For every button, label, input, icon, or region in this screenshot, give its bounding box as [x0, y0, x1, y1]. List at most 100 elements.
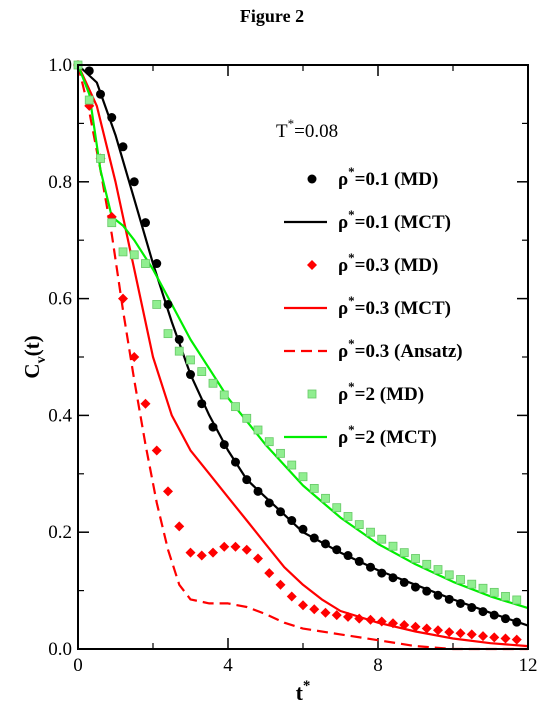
- series-6-point: [399, 548, 409, 558]
- legend-item-2-label-sup: *: [348, 207, 355, 222]
- series-6-point: [141, 259, 150, 268]
- series-1-point: [174, 334, 184, 344]
- series-3-point: [253, 553, 263, 564]
- series-3-point: [208, 547, 218, 558]
- legend-item-7-label-base: ρ: [338, 427, 348, 448]
- series-6-point: [276, 448, 285, 458]
- series-1-point: [208, 422, 218, 432]
- series-1-point: [456, 598, 465, 608]
- series-6-point: [489, 587, 499, 597]
- legend-item-7-label-sup: *: [348, 422, 355, 437]
- series-6-point: [152, 300, 162, 309]
- series-6-point: [253, 425, 263, 435]
- legend-item-3: ρ*=0.3 (MD): [307, 250, 438, 276]
- legend-item-3-label-sup: *: [348, 250, 355, 265]
- series-6-markers: [73, 60, 522, 605]
- series-3-point: [163, 486, 173, 497]
- x-tick-label: 12: [519, 655, 538, 676]
- series-6-point: [467, 579, 477, 589]
- series-3-point: [219, 541, 230, 552]
- legend-item-1-symbol: [307, 174, 317, 184]
- series-3-point: [174, 521, 185, 532]
- series-6-point: [354, 520, 364, 530]
- series-3-point: [354, 613, 365, 624]
- series-1-point: [366, 562, 375, 572]
- series-1-point: [107, 113, 117, 123]
- series-1-point: [309, 533, 319, 543]
- series-1-point: [231, 457, 240, 467]
- series-3-point: [388, 618, 398, 629]
- legend-item-6-symbol: [307, 389, 317, 399]
- series-3-point: [241, 544, 252, 555]
- series-1-point: [219, 440, 229, 450]
- series-3-point: [151, 445, 162, 456]
- series-6-point: [422, 559, 432, 569]
- series-6-point: [433, 565, 443, 574]
- series-3-point: [309, 604, 320, 615]
- legend-item-6-label-rest: =2 (MD): [355, 384, 424, 405]
- series-6-point: [96, 154, 105, 163]
- legend-item-3-label-base: ρ: [338, 255, 348, 276]
- series-6-point: [478, 583, 488, 593]
- series-3-point: [444, 627, 455, 638]
- series-6-point: [118, 247, 128, 257]
- series-1-point: [242, 475, 252, 485]
- y-axis-label-rest: (t): [20, 335, 44, 356]
- legend-item-2-label-base: ρ: [338, 212, 348, 233]
- series-6-point: [163, 329, 173, 339]
- legend-item-2: ρ*=0.1 (MCT): [284, 207, 451, 233]
- y-tick-label: 0.6: [48, 289, 72, 310]
- x-axis-label-sup: *: [303, 678, 311, 694]
- series-1-point: [276, 507, 285, 517]
- series-6-point: [186, 355, 195, 365]
- y-tick-label: 1.0: [48, 55, 72, 76]
- series-3-point: [511, 634, 522, 645]
- series-1-point: [399, 577, 409, 587]
- legend-item-1: ρ*=0.1 (MD): [307, 164, 438, 190]
- series-6-point: [107, 218, 117, 228]
- legend-item-6-label-base: ρ: [338, 384, 348, 405]
- series-1-point: [467, 603, 477, 613]
- series-1-point: [388, 573, 398, 583]
- series-1-point: [332, 545, 342, 555]
- series-6-point: [377, 534, 387, 544]
- series-3-point: [230, 541, 241, 552]
- series-3-point: [478, 631, 488, 642]
- series-6-point: [343, 512, 353, 521]
- series-3-point: [466, 629, 477, 640]
- series-3-point: [118, 293, 128, 304]
- series-1-point: [433, 590, 443, 600]
- series-3-point: [433, 625, 443, 636]
- legend-item-7: ρ*=2 (MCT): [284, 422, 437, 448]
- series-1-point: [264, 498, 274, 508]
- legend-item-1-label: ρ*=0.1 (MD): [338, 164, 438, 190]
- series-6-point: [208, 378, 218, 388]
- series-1-point: [377, 568, 387, 578]
- series-6-point: [129, 250, 139, 260]
- series-6-point: [411, 554, 420, 563]
- series-1-point: [84, 66, 94, 76]
- series-3-point: [343, 611, 353, 622]
- series-3-point: [410, 621, 421, 632]
- y-axis-label-base: C: [20, 363, 44, 378]
- series-6-point: [366, 527, 375, 537]
- series-6-point: [219, 390, 229, 400]
- series-5-line: [76, 64, 528, 651]
- series-6-point: [512, 595, 522, 605]
- series-1-point: [422, 586, 432, 596]
- figure-title: Figure 2: [240, 6, 304, 26]
- series-6-point: [231, 402, 240, 412]
- legend-item-3-label-rest: =0.3 (MD): [355, 255, 439, 276]
- legend-item-4-label-sup: *: [348, 293, 355, 308]
- series-6-point: [174, 346, 184, 356]
- legend-item-5: ρ*=0.3 (Ansatz): [284, 336, 463, 362]
- series-3-point: [320, 607, 331, 618]
- legend-item-6-label-sup: *: [348, 379, 355, 394]
- plot-frame: [77, 64, 529, 650]
- series-3-point: [365, 614, 376, 625]
- series-1-point: [96, 89, 105, 99]
- legend-item-5-label-sup: *: [348, 336, 355, 351]
- legend-item-7-label-rest: =2 (MCT): [355, 427, 437, 448]
- series-6-point: [84, 95, 94, 105]
- series-1-point: [287, 516, 297, 526]
